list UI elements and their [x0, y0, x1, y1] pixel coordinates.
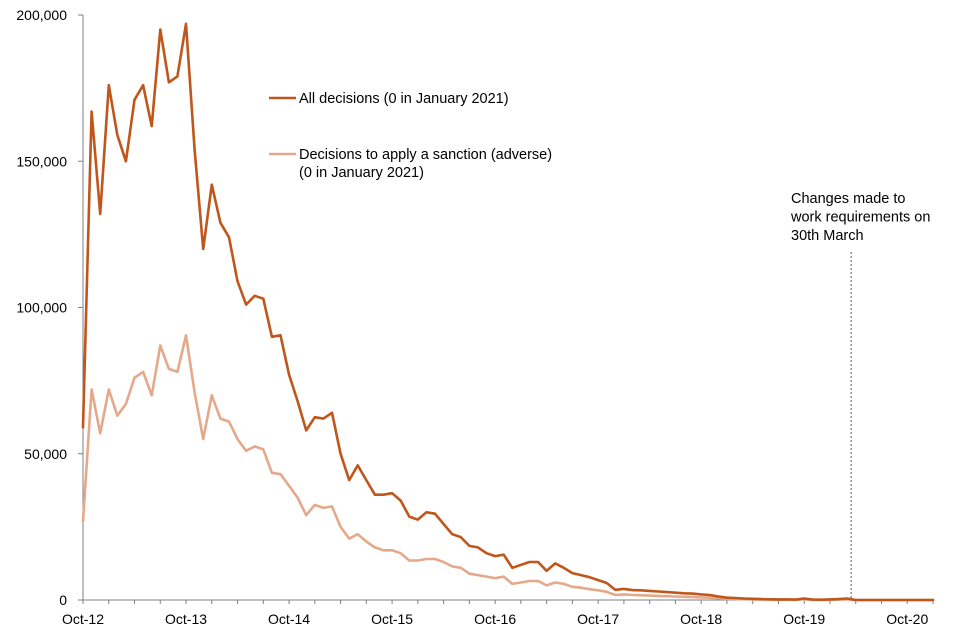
x-tick-label: Oct-12 [62, 611, 104, 627]
x-tick-label: Oct-20 [886, 611, 928, 627]
annotation-label: 30th March [791, 228, 864, 244]
x-tick-label: Oct-13 [165, 611, 207, 627]
y-tick-label: 0 [59, 592, 67, 608]
x-tick-label: Oct-18 [680, 611, 722, 627]
annotation-label: work requirements on [790, 210, 930, 226]
x-tick-label: Oct-16 [474, 611, 516, 627]
annotation-label: Changes made to [791, 191, 905, 207]
annotation: Changes made to work requirements on 30th … [790, 191, 930, 600]
series-line-all-decisions [81, 22, 935, 602]
y-tick-label: 100,000 [16, 300, 67, 316]
series-lines [81, 22, 935, 602]
legend: All decisions (0 in January 2021) Decisio… [269, 91, 552, 181]
x-axis: Oct-12 Oct-13 Oct-14 Oct-15 Oct-16 Oct-17 Oct-… [62, 599, 934, 627]
x-tick-label: Oct-19 [783, 611, 825, 627]
y-tick-label: 150,000 [16, 153, 67, 169]
legend-label: Decisions to apply a sanction (adverse) [299, 147, 552, 163]
y-tick-label: 50,000 [24, 446, 67, 462]
y-tick-label: 200,000 [16, 7, 67, 23]
y-axis: 0 50,000 100,000 150,000 200,000 [16, 7, 84, 608]
x-tick-label: Oct-17 [577, 611, 619, 627]
x-tick-label: Oct-14 [268, 611, 310, 627]
legend-label: (0 in January 2021) [299, 165, 424, 181]
legend-label: All decisions (0 in January 2021) [299, 91, 509, 107]
x-tick-label: Oct-15 [371, 611, 413, 627]
